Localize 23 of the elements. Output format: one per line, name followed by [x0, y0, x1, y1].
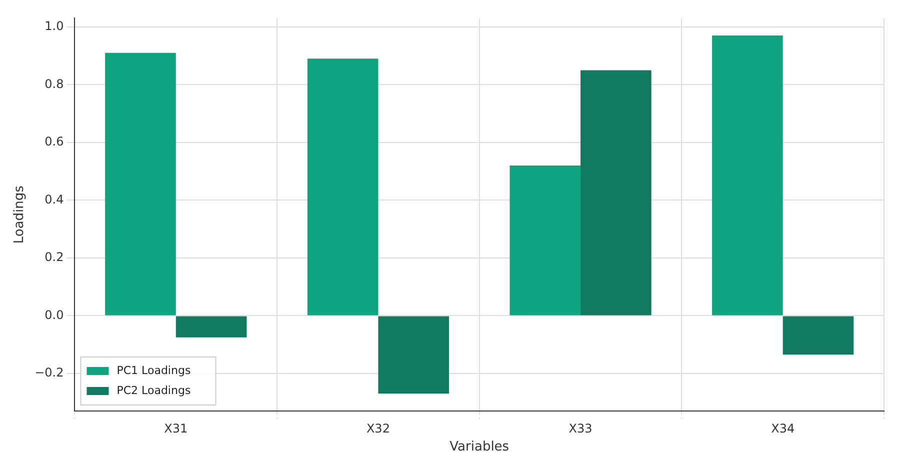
bar — [510, 166, 581, 316]
legend-label: PC1 Loadings — [116, 364, 191, 377]
bar — [307, 58, 378, 316]
y-tick-label: 0.8 — [44, 76, 64, 91]
bar — [378, 316, 450, 394]
legend-label: PC2 Loadings — [116, 384, 191, 397]
y-tick-label: 0.4 — [44, 192, 64, 206]
y-tick-label: 0.2 — [44, 250, 64, 264]
y-tick-label: 0.6 — [44, 134, 64, 149]
bar — [176, 316, 247, 338]
x-axis-title: Variables — [450, 440, 510, 455]
x-tick-label: X32 — [366, 421, 390, 436]
bar — [580, 70, 652, 316]
bar — [105, 52, 176, 316]
y-tick-label: 1.0 — [44, 18, 64, 33]
y-axis-title: Loadings — [12, 185, 28, 244]
y-tick-label: −0.2 — [34, 366, 64, 380]
bar — [712, 36, 783, 316]
y-tick-label: 0.0 — [44, 308, 64, 322]
x-tick-label: X33 — [568, 421, 592, 436]
bar — [782, 316, 854, 355]
x-tick-label: X31 — [164, 421, 188, 436]
x-tick-label: X34 — [771, 421, 795, 436]
